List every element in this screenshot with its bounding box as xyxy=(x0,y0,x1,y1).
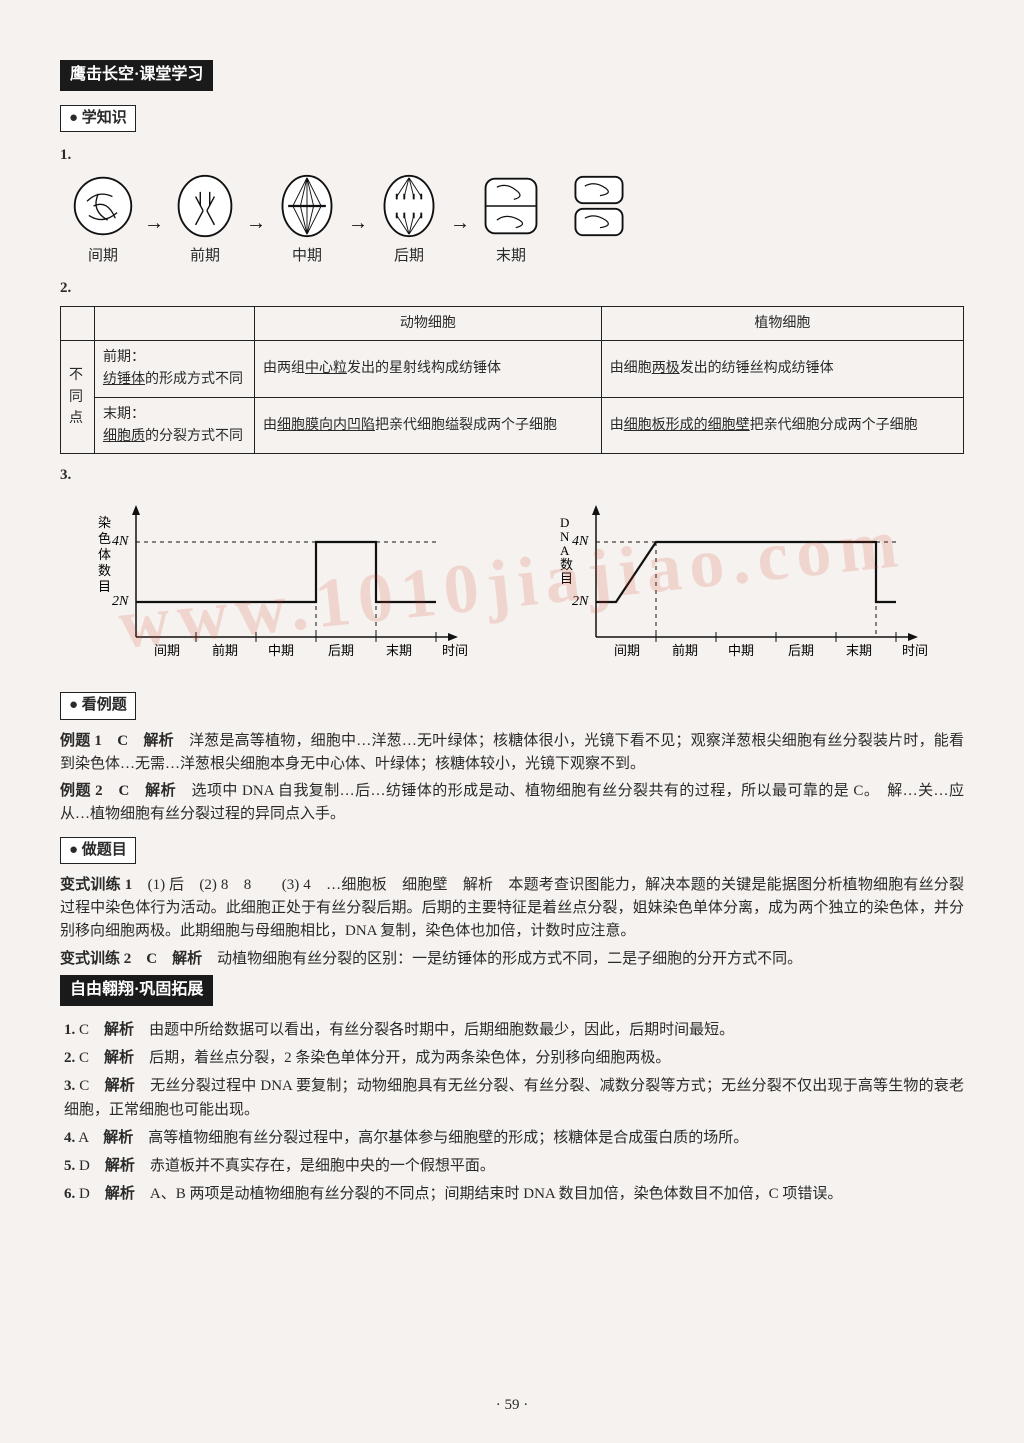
svg-text:后期: 后期 xyxy=(788,643,814,658)
qa-item: 1. C 解析 由题中所给数据可以看出，有丝分裂各时期中，后期细胞数最少，因此，… xyxy=(64,1019,964,1042)
table-row: 不 同 点 前期：纺锤体的形成方式不同 由两组中心粒发出的星射线构成纺锤体 由细… xyxy=(61,341,964,397)
stage-label-1: 前期 xyxy=(190,245,220,268)
svg-text:A: A xyxy=(560,543,570,558)
stage-label-2: 中期 xyxy=(292,245,322,268)
cell-telophase: 末期 xyxy=(478,173,544,268)
svg-text:D: D xyxy=(560,515,569,530)
label-2: 2. xyxy=(60,277,964,300)
qa-item: 6. D 解析 A、B 两项是动植物细胞有丝分裂的不同点；间期结束时 DNA 数… xyxy=(64,1183,964,1206)
r2-animal: 由细胞膜向内凹陷把亲代细胞缢裂成两个子细胞 xyxy=(255,397,602,453)
svg-text:目: 目 xyxy=(98,579,111,594)
label-1: 1. xyxy=(60,144,964,167)
cell-anaphase-svg xyxy=(376,173,442,239)
svg-text:色: 色 xyxy=(98,531,111,546)
svg-text:N: N xyxy=(560,529,570,544)
sub-exercises: ● 做题目 xyxy=(60,837,136,864)
cell-prophase-svg xyxy=(172,173,238,239)
r1-animal: 由两组中心粒发出的星射线构成纺锤体 xyxy=(255,341,602,397)
sub-learn: ● 学知识 xyxy=(60,105,136,132)
qa-item: 2. C 解析 后期，着丝点分裂，2 条染色单体分开，成为两条染色体，分别移向细… xyxy=(64,1047,964,1070)
page-number: · 59 · xyxy=(496,1394,529,1417)
svg-text:前期: 前期 xyxy=(212,643,238,658)
cell-interphase: 间期 xyxy=(70,173,136,268)
cell-result xyxy=(566,173,632,268)
compare-table: 动物细胞 植物细胞 不 同 点 前期：纺锤体的形成方式不同 由两组中心粒发出的星… xyxy=(60,306,964,454)
arrow-icon: → xyxy=(246,208,266,239)
col-plant: 植物细胞 xyxy=(601,306,963,341)
rowspan-diff: 不 同 点 xyxy=(61,341,95,454)
stage-label-blank xyxy=(597,245,601,268)
variation-1: 变式训练 1 (1) 后 (2) 8 8 (3) 4 …细胞板 细胞壁 解析 本… xyxy=(60,874,964,944)
qa-item: 5. D 解析 赤道板并不真实存在，是细胞中央的一个假想平面。 xyxy=(64,1155,964,1178)
stage-label-3: 后期 xyxy=(394,245,424,268)
table-row: 动物细胞 植物细胞 xyxy=(61,306,964,341)
cell-result-svg xyxy=(566,173,632,239)
chart-dna: D N A 数 目 4N 2N 间期 前期 中期 后期 末期 时间 xyxy=(540,497,940,672)
example-1: 例题 1 C 解析 洋葱是高等植物，细胞中…洋葱…无叶绿体；核糖体很小，光镜下看… xyxy=(60,730,964,777)
svg-text:4N: 4N xyxy=(572,534,589,549)
charts-row: 染 色 体 数 目 4N 2N 间期 前期 中期 后期 末期 时间 xyxy=(80,497,964,672)
r1-sub: 前期：纺锤体的形成方式不同 xyxy=(95,341,255,397)
arrow-icon: → xyxy=(144,208,164,239)
stage-label-0: 间期 xyxy=(88,245,118,268)
mitosis-diagram: 间期 → 前期 → 中期 → 后期 → 末期 xyxy=(70,173,964,268)
svg-text:目: 目 xyxy=(560,571,573,586)
label-3: 3. xyxy=(60,464,964,487)
cell-prophase: 前期 xyxy=(172,173,238,268)
ylabel: 染 xyxy=(98,515,111,530)
section-classroom: 鹰击长空·课堂学习 xyxy=(60,60,213,91)
r2-plant: 由细胞板形成的细胞壁把亲代细胞分成两个子细胞 xyxy=(601,397,963,453)
svg-text:2N: 2N xyxy=(572,594,589,609)
svg-text:末期: 末期 xyxy=(386,643,412,658)
arrow-icon: → xyxy=(450,208,470,239)
svg-text:2N: 2N xyxy=(112,594,129,609)
col-animal: 动物细胞 xyxy=(255,306,602,341)
r1-plant: 由细胞两极发出的纺锤丝构成纺锤体 xyxy=(601,341,963,397)
svg-text:时间: 时间 xyxy=(902,643,928,658)
sub-examples: ● 看例题 xyxy=(60,692,136,719)
example-2: 例题 2 C 解析 选项中 DNA 自我复制…后…纺锤体的形成是动、植物细胞有丝… xyxy=(60,780,964,827)
qa-item: 3. C 解析 无丝分裂过程中 DNA 要复制；动物细胞具有无丝分裂、有丝分裂、… xyxy=(64,1075,964,1122)
svg-text:中期: 中期 xyxy=(268,643,294,658)
arrow-icon: → xyxy=(348,208,368,239)
qa-list: 1. C 解析 由题中所给数据可以看出，有丝分裂各时期中，后期细胞数最少，因此，… xyxy=(64,1019,964,1207)
svg-text:中期: 中期 xyxy=(728,643,754,658)
svg-text:前期: 前期 xyxy=(672,643,698,658)
svg-text:数: 数 xyxy=(560,557,573,572)
variation-2: 变式训练 2 C 解析 动植物细胞有丝分裂的区别：一是纺锤体的形成方式不同，二是… xyxy=(60,948,964,971)
r2-sub: 末期：细胞质的分裂方式不同 xyxy=(95,397,255,453)
chart-chromosome: 染 色 体 数 目 4N 2N 间期 前期 中期 后期 末期 时间 xyxy=(80,497,480,672)
cell-interphase-svg xyxy=(70,173,136,239)
svg-text:间期: 间期 xyxy=(614,643,640,658)
cell-metaphase-svg xyxy=(274,173,340,239)
table-row: 末期：细胞质的分裂方式不同 由细胞膜向内凹陷把亲代细胞缢裂成两个子细胞 由细胞板… xyxy=(61,397,964,453)
svg-text:间期: 间期 xyxy=(154,643,180,658)
cell-telophase-svg xyxy=(478,173,544,239)
svg-text:4N: 4N xyxy=(112,534,129,549)
cell-anaphase: 后期 xyxy=(376,173,442,268)
svg-text:体: 体 xyxy=(98,547,111,562)
stage-label-4: 末期 xyxy=(496,245,526,268)
cell-metaphase: 中期 xyxy=(274,173,340,268)
svg-text:时间: 时间 xyxy=(442,643,468,658)
section-consolidate: 自由翱翔·巩固拓展 xyxy=(60,975,213,1006)
svg-text:末期: 末期 xyxy=(846,643,872,658)
svg-text:后期: 后期 xyxy=(328,643,354,658)
qa-item: 4. A 解析 高等植物细胞有丝分裂过程中，高尔基体参与细胞壁的形成；核糖体是合… xyxy=(64,1127,964,1150)
svg-text:数: 数 xyxy=(98,563,111,578)
